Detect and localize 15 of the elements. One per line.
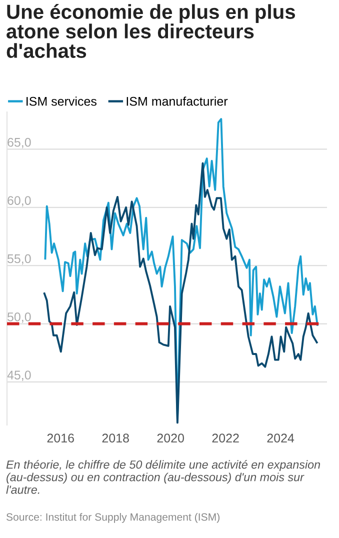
text: En théorie, le chiffre de 50 délimite une activité en expansion (au-dessus) ou en contraction (au-dessous) d'un mois sur l'autre. xyxy=(6,460,320,494)
source-note: Source: Institut for Supply Management (ISM) xyxy=(6,513,220,523)
x-tick-label: 2018 xyxy=(102,434,129,443)
y-tick-label: 45,0 xyxy=(7,370,31,381)
x-tick-label: 2020 xyxy=(157,434,184,443)
y-tick-label: 50,0 xyxy=(8,312,31,323)
x-tick-label: 2022 xyxy=(212,434,239,443)
legend-label: ISM manufacturier xyxy=(126,96,228,106)
y-tick-label: 65,0 xyxy=(8,138,31,148)
x-tick-label: 2016 xyxy=(47,434,74,443)
chart-title: Une économie de plus en plus atone selon les directeurs d'achats xyxy=(6,4,296,58)
legend-label: ISM services xyxy=(26,96,96,106)
y-tick-label: 55,0 xyxy=(8,254,31,265)
y-tick-label: 60,0 xyxy=(8,196,31,206)
x-tick-label: 2024 xyxy=(267,434,294,443)
